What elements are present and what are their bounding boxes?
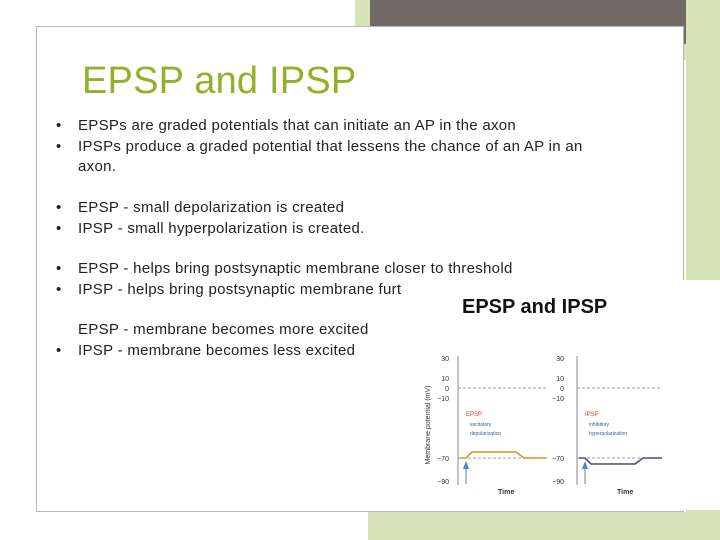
- y-tick-label: −10: [552, 396, 564, 403]
- bullet-group: • EPSP - small depolarization is created •…: [56, 198, 696, 239]
- y-tick-label: −10: [437, 396, 449, 403]
- epsp-trace: [460, 451, 547, 459]
- bullet-marker: •: [56, 117, 62, 134]
- figure-graphs: 30 10 0 −10 −70 −90 EPSP excitatory depolarizati…: [425, 356, 662, 496]
- x-axis-label: Time: [498, 489, 514, 496]
- bullet-text: axon.: [78, 158, 117, 175]
- bullet-line: • EPSPs are graded potentials that can in…: [56, 116, 696, 137]
- bullet-line: EPSP - membrane becomes more excited: [56, 320, 696, 341]
- y-tick-label: 10: [441, 376, 449, 383]
- bullet-group: • EPSPs are graded potentials that can in…: [56, 116, 696, 178]
- bullet-text: IPSPs produce a graded potential that le…: [78, 137, 583, 155]
- bullet-line: • IPSPs produce a graded potential that l…: [56, 137, 696, 158]
- x-axis-label: Time: [617, 489, 633, 496]
- bullet-marker: •: [56, 260, 62, 277]
- epsp-ipsp-figure: EPSP and IPSP 30 10 0 −10 −70 −90 EPSP excitato…: [402, 280, 720, 510]
- decorative-band-bottom: [368, 512, 720, 540]
- bullet-line: axon.: [56, 157, 696, 178]
- stimulus-arrow-head: [463, 461, 469, 469]
- slide-title: EPSP and IPSP: [82, 60, 357, 102]
- bullet-marker: •: [56, 137, 62, 155]
- bullet-marker: •: [56, 341, 62, 359]
- y-tick-label: 30: [556, 356, 564, 363]
- y-tick-label: −70: [437, 456, 449, 463]
- bullet-line: • EPSP - helps bring postsynaptic membran…: [56, 259, 696, 280]
- y-tick-label: 10: [556, 376, 564, 383]
- y-tick-label: −70: [552, 456, 564, 463]
- ipsp-trace: [579, 457, 662, 465]
- trace-label-red: IPSP: [585, 412, 599, 418]
- bullet-group: EPSP - membrane becomes more excited • IPS…: [56, 320, 696, 361]
- bullet-text: EPSP - membrane becomes more excited: [78, 321, 369, 338]
- y-tick-label: 0: [445, 386, 449, 393]
- y-tick-label: 0: [560, 386, 564, 393]
- y-tick-label: 30: [441, 356, 449, 363]
- bullet-line: • IPSP - small hyperpolarization is creat…: [56, 219, 696, 240]
- figure-title: EPSP and IPSP: [462, 296, 608, 318]
- bullet-marker: •: [56, 219, 62, 237]
- y-tick-label: −90: [437, 479, 449, 486]
- stimulus-arrow-head: [582, 461, 588, 469]
- bullet-marker: •: [56, 280, 62, 298]
- bullet-text: EPSPs are graded potentials that can ini…: [78, 117, 517, 134]
- trace-label-blue: excitatory: [470, 422, 492, 428]
- bullet-marker: •: [56, 199, 62, 216]
- bullet-text: EPSP - helps bring postsynaptic membrane…: [78, 260, 513, 277]
- trace-label-red: EPSP: [466, 412, 482, 418]
- trace-label-blue: inhibitory: [589, 422, 610, 428]
- trace-label-blue: hyperpolarization: [589, 431, 627, 437]
- bullet-line: • EPSP - small depolarization is created: [56, 198, 696, 219]
- bullet-text: EPSP - small depolarization is created: [78, 199, 345, 216]
- bullet-text: IPSP - membrane becomes less excited: [78, 341, 356, 359]
- trace-label-blue: depolarization: [470, 431, 501, 437]
- bullet-line: • IPSP - membrane becomes less excited: [56, 341, 696, 362]
- y-axis-label: Membrane potential (mV): [425, 386, 432, 465]
- bullet-text: IPSP - small hyperpolarization is create…: [78, 219, 365, 237]
- y-tick-label: −90: [552, 479, 564, 486]
